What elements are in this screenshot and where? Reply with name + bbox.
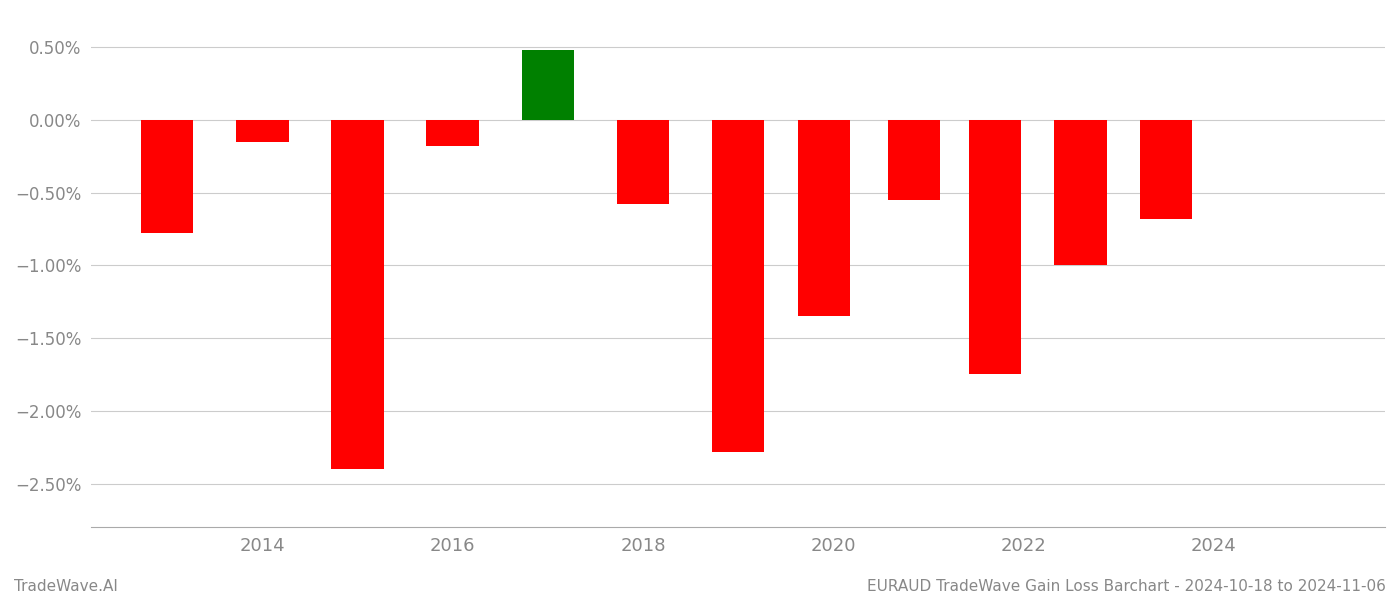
- Bar: [427, 120, 479, 146]
- Bar: [237, 120, 288, 142]
- Text: EURAUD TradeWave Gain Loss Barchart - 2024-10-18 to 2024-11-06: EURAUD TradeWave Gain Loss Barchart - 20…: [867, 579, 1386, 594]
- Bar: [711, 120, 764, 452]
- Bar: [1054, 120, 1107, 265]
- Text: TradeWave.AI: TradeWave.AI: [14, 579, 118, 594]
- Bar: [888, 120, 941, 200]
- Bar: [617, 120, 669, 204]
- Bar: [798, 120, 850, 316]
- Bar: [969, 120, 1021, 374]
- Bar: [141, 120, 193, 233]
- Bar: [1140, 120, 1193, 219]
- Bar: [522, 50, 574, 120]
- Bar: [332, 120, 384, 469]
